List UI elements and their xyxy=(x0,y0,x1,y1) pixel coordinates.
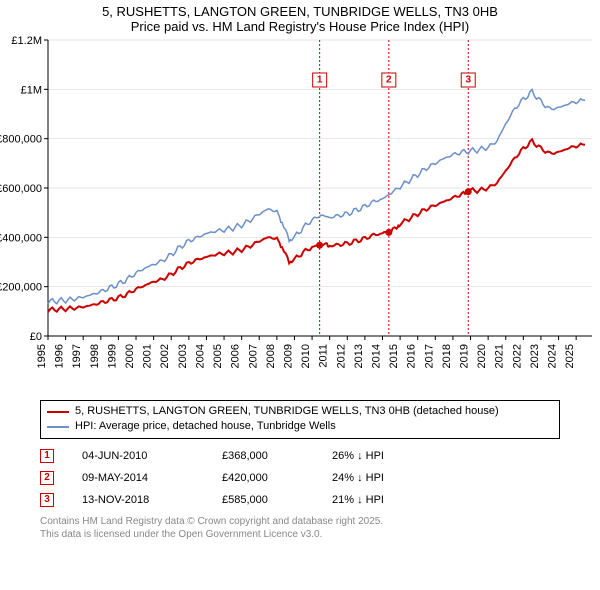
x-axis-label: 2005 xyxy=(212,344,224,368)
legend-item: HPI: Average price, detached house, Tunb… xyxy=(47,419,553,434)
event-price: £420,000 xyxy=(222,472,332,484)
x-axis-label: 2000 xyxy=(124,344,136,368)
x-axis-label: 2025 xyxy=(564,344,576,368)
event-price: £585,000 xyxy=(222,494,332,506)
event-diff: 26% ↓ HPI xyxy=(332,450,452,462)
y-axis-label: £400,000 xyxy=(0,232,42,244)
x-axis-label: 2009 xyxy=(282,344,294,368)
x-axis-label: 2003 xyxy=(177,344,189,368)
legend-label: HPI: Average price, detached house, Tunb… xyxy=(75,419,336,434)
x-axis-label: 2021 xyxy=(494,344,506,368)
y-axis-label: £1.2M xyxy=(11,36,42,47)
x-axis-label: 1995 xyxy=(36,344,48,368)
footnote-line-2: This data is licensed under the Open Gov… xyxy=(40,528,560,541)
x-axis-label: 1998 xyxy=(89,344,101,368)
x-axis-label: 2007 xyxy=(247,344,259,368)
x-axis-label: 2008 xyxy=(265,344,277,368)
legend-swatch xyxy=(47,426,69,428)
y-axis-label: £0 xyxy=(30,331,42,343)
x-axis-label: 2015 xyxy=(388,344,400,368)
event-marker: 3 xyxy=(40,493,54,507)
x-axis-label: 2013 xyxy=(353,344,365,368)
event-date: 09-MAY-2014 xyxy=(82,472,222,484)
event-marker-label: 2 xyxy=(386,75,392,86)
event-marker-label: 1 xyxy=(317,75,323,86)
x-axis-label: 1999 xyxy=(106,344,118,368)
x-axis-label: 2012 xyxy=(335,344,347,368)
x-axis-label: 2006 xyxy=(230,344,242,368)
y-axis-label: £600,000 xyxy=(0,183,42,195)
x-axis-label: 2010 xyxy=(300,344,312,368)
x-axis-label: 2004 xyxy=(194,344,206,368)
line-chart: £0 £200,000 £400,000 £600,000 £800,000 £1M £1.… xyxy=(0,36,600,396)
series-price_paid xyxy=(48,139,585,312)
event-date: 04-JUN-2010 xyxy=(82,450,222,462)
event-diff: 24% ↓ HPI xyxy=(332,472,452,484)
x-axis-label: 2023 xyxy=(529,344,541,368)
event-diff: 21% ↓ HPI xyxy=(332,494,452,506)
y-axis-label: £200,000 xyxy=(0,282,42,294)
legend-label: 5, RUSHETTS, LANGTON GREEN, TUNBRIDGE WE… xyxy=(75,404,499,419)
legend-item: 5, RUSHETTS, LANGTON GREEN, TUNBRIDGE WE… xyxy=(47,404,553,419)
footnote-line-1: Contains HM Land Registry data © Crown c… xyxy=(40,515,560,528)
x-axis-label: 1997 xyxy=(71,344,83,368)
x-axis-label: 2024 xyxy=(547,344,559,368)
x-axis-label: 1996 xyxy=(54,344,66,368)
chart-legend: 5, RUSHETTS, LANGTON GREEN, TUNBRIDGE WE… xyxy=(40,400,560,439)
x-axis-label: 2001 xyxy=(142,344,154,368)
event-marker: 2 xyxy=(40,471,54,485)
event-row: 3 13-NOV-2018£585,00021% ↓ HPI xyxy=(40,489,560,511)
x-axis-label: 2017 xyxy=(423,344,435,368)
event-table: 1 04-JUN-2010£368,00026% ↓ HPI 2 09-MAY-201… xyxy=(40,445,560,511)
event-price: £368,000 xyxy=(222,450,332,462)
event-marker: 1 xyxy=(40,449,54,463)
license-footnote: Contains HM Land Registry data © Crown c… xyxy=(40,515,560,541)
x-axis-label: 2019 xyxy=(459,344,471,368)
event-date: 13-NOV-2018 xyxy=(82,494,222,506)
y-axis-label: £800,000 xyxy=(0,134,42,146)
x-axis-label: 2016 xyxy=(406,344,418,368)
event-marker-label: 3 xyxy=(465,75,471,86)
x-axis-label: 2011 xyxy=(318,344,330,368)
y-axis-label: £1M xyxy=(21,84,42,96)
title-line-1: 5, RUSHETTS, LANGTON GREEN, TUNBRIDGE WE… xyxy=(0,4,600,19)
event-row: 2 09-MAY-2014£420,00024% ↓ HPI xyxy=(40,467,560,489)
event-row: 1 04-JUN-2010£368,00026% ↓ HPI xyxy=(40,445,560,467)
x-axis-label: 2002 xyxy=(159,344,171,368)
x-axis-label: 2022 xyxy=(511,344,523,368)
legend-swatch xyxy=(47,411,69,413)
series-hpi xyxy=(48,90,585,304)
x-axis-label: 2020 xyxy=(476,344,488,368)
chart-title: 5, RUSHETTS, LANGTON GREEN, TUNBRIDGE WE… xyxy=(0,0,600,36)
x-axis-label: 2014 xyxy=(370,344,382,368)
x-axis-label: 2018 xyxy=(441,344,453,368)
title-line-2: Price paid vs. HM Land Registry's House … xyxy=(0,19,600,34)
